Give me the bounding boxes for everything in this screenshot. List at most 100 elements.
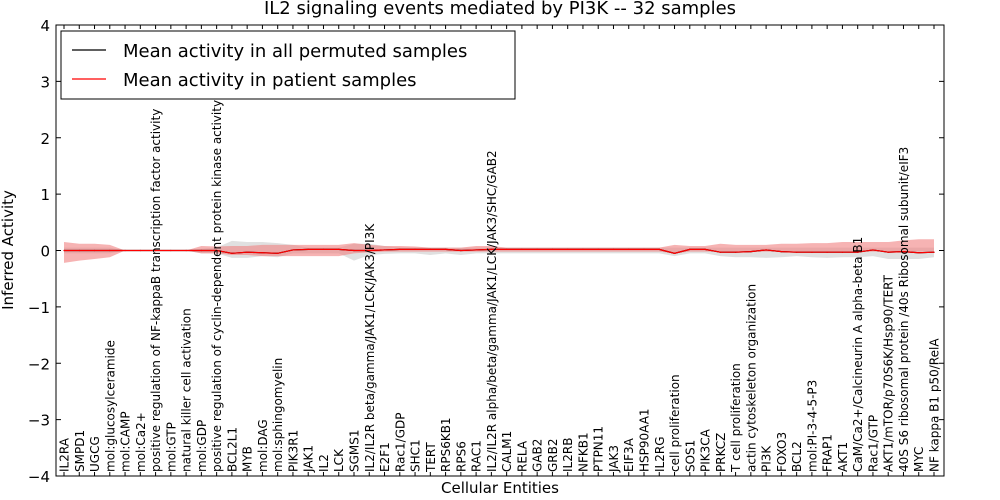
x-tick-label: GAB2 — [531, 439, 545, 472]
data-point — [154, 249, 157, 252]
data-point — [521, 248, 523, 250]
band-patient — [64, 239, 934, 263]
data-point — [353, 249, 355, 252]
x-tick-label: GRB2 — [546, 438, 560, 472]
data-point — [811, 251, 813, 253]
data-point — [444, 248, 447, 250]
x-tick-label: positive regulation of NF-kappaB transcr… — [149, 109, 163, 472]
x-tick-label: BCL2L1 — [225, 427, 239, 472]
data-point — [689, 248, 691, 250]
x-tick-label: IL2/IL2R alpha/beta/gamma/JAK1/LCK/JAK3/… — [485, 150, 499, 472]
y-axis-label: Inferred Activity — [0, 190, 17, 310]
legend-box — [60, 30, 516, 100]
data-point — [63, 249, 65, 252]
data-point — [551, 248, 554, 250]
data-point — [383, 249, 386, 251]
data-point — [292, 249, 294, 251]
x-tick-label: LCK — [332, 448, 346, 472]
data-point — [246, 251, 248, 253]
data-point — [902, 251, 905, 253]
y-tick-label: 3 — [40, 73, 50, 91]
data-point — [918, 252, 920, 254]
data-point — [475, 249, 477, 251]
data-point — [750, 251, 752, 253]
data-point — [872, 249, 874, 251]
x-tick-label: CaM/Ca2+/Calcineurin A alpha-beta B1 — [851, 237, 865, 472]
y-tick-label: −4 — [28, 468, 50, 486]
x-tick-label: cell proliferation — [668, 374, 682, 472]
data-point — [506, 248, 508, 250]
data-point — [185, 249, 187, 252]
x-tick-label: NF kappa B1 p50/RelA — [928, 338, 942, 472]
x-tick-label: RPS6KB1 — [439, 417, 453, 472]
data-point — [673, 252, 676, 254]
x-tick-label: mol:DAG — [256, 419, 270, 472]
data-point — [567, 248, 569, 250]
data-point — [582, 248, 584, 250]
x-tick-label: 40S S6 ribosomal protein /40s Ribosomal … — [897, 147, 911, 472]
x-tick-label: EIF3A — [622, 437, 636, 472]
legend-label-permuted: Mean activity in all permuted samples — [123, 41, 467, 62]
x-tick-label: actin cytoskeleton organization — [744, 284, 758, 472]
x-tick-label: RPS6 — [454, 441, 468, 472]
series-line-patient — [64, 248, 935, 254]
x-tick-label: PI3K — [760, 445, 774, 472]
data-point — [200, 249, 202, 252]
x-tick-label: Rac1/GTP — [866, 415, 880, 472]
data-point — [460, 249, 462, 252]
data-point — [658, 248, 660, 250]
data-point — [322, 248, 325, 250]
x-tick-label: mol:GDP — [195, 420, 209, 472]
x-tick-label: mol:GTP — [164, 422, 178, 472]
x-tick-label: PIK3R1 — [286, 430, 300, 472]
data-point — [887, 251, 889, 253]
x-tick-label: AKT1 — [836, 442, 850, 472]
x-tick-label: E2F1 — [378, 442, 392, 472]
x-tick-label: mol:glucosylceramide — [103, 340, 117, 472]
x-tick-label: PIK3CA — [699, 428, 713, 472]
x-tick-label: SGMS1 — [348, 429, 362, 472]
x-tick-label: IL2RA — [58, 437, 72, 472]
data-point — [109, 249, 111, 252]
data-point — [719, 251, 721, 253]
x-tick-label: T cell proliferation — [729, 363, 743, 473]
data-point — [704, 248, 706, 250]
data-point — [170, 249, 172, 252]
x-tick-label: mol:Ca2+ — [134, 412, 148, 472]
data-point — [643, 248, 645, 250]
x-tick-label: FRAP1 — [821, 434, 835, 472]
x-tick-label: SOS1 — [683, 440, 697, 472]
data-point — [734, 251, 737, 253]
y-tick-label: −1 — [28, 299, 50, 317]
x-tick-label: MYB — [241, 446, 255, 472]
x-tick-label: PRKCZ — [714, 433, 728, 472]
x-tick-label: PTPN11 — [592, 426, 606, 472]
x-tick-label: BCL2 — [790, 441, 804, 472]
data-point — [628, 248, 630, 250]
data-point — [826, 251, 828, 253]
x-tick-label: CALM1 — [500, 431, 514, 472]
data-point — [307, 248, 309, 250]
x-tick-label: NFKB1 — [576, 432, 590, 472]
x-tick-label: JAK1 — [302, 445, 316, 473]
data-point — [216, 249, 218, 252]
x-axis: IL2RA SMPD1 UGCG mol:glucosylceramide mol:CA… — [58, 25, 942, 476]
data-point — [261, 252, 264, 254]
data-point — [368, 249, 370, 252]
data-point — [399, 248, 401, 250]
data-point — [536, 248, 538, 250]
data-point — [780, 251, 782, 253]
y-tick-label: 2 — [40, 130, 50, 148]
data-point — [78, 249, 80, 252]
y-tick-label: −3 — [28, 412, 50, 430]
x-tick-label: SMPD1 — [73, 430, 87, 472]
x-tick-label: MYC — [912, 447, 926, 472]
x-tick-label: AKT1/mTOR/p70S6K/Hsp90/TERT — [882, 274, 896, 472]
x-tick-label: positive regulation of cyclin-dependent … — [210, 100, 224, 472]
x-tick-label: RAC1 — [470, 440, 484, 472]
data-point — [139, 249, 141, 252]
data-point — [277, 252, 279, 254]
data-point — [429, 248, 431, 250]
data-point — [796, 251, 798, 253]
